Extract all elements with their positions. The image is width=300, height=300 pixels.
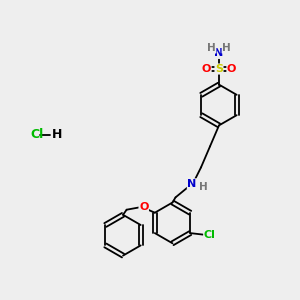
Text: O: O [202,64,211,74]
Text: H: H [52,128,62,142]
Text: Cl: Cl [30,128,43,142]
Text: S: S [215,64,223,74]
Text: H: H [222,43,231,53]
Text: H: H [199,182,208,192]
Text: N: N [214,48,224,59]
Text: O: O [227,64,236,74]
Text: N: N [188,179,196,189]
Text: H: H [207,43,216,53]
Text: Cl: Cl [204,230,216,240]
Text: O: O [139,202,148,212]
